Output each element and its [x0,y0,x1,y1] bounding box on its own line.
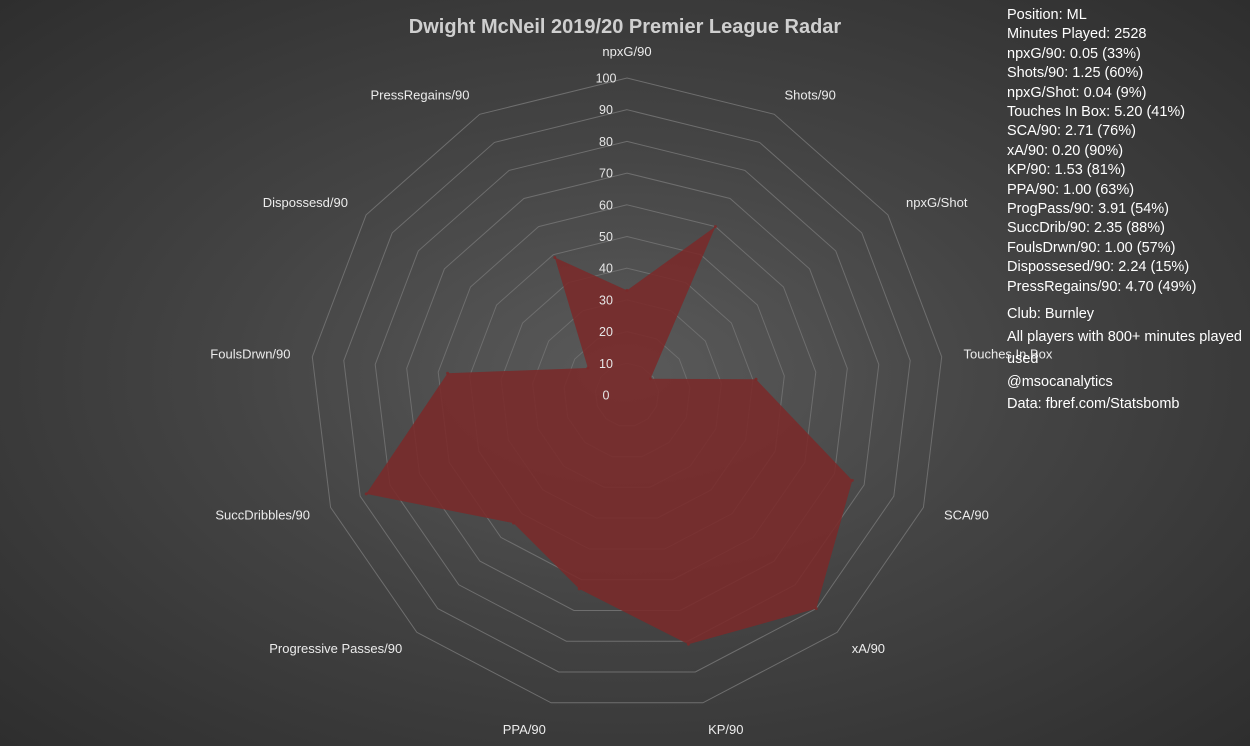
axis-label: Progressive Passes/90 [269,641,402,656]
stat-line: SCA/90: 2.71 (76%) [1007,123,1136,140]
series-point [364,492,368,496]
axis-label: npxG/90 [602,44,651,59]
stat-line: Dispossesed/90: 2.24 (15%) [1007,259,1190,276]
series-area [366,226,853,645]
axis-label: SuccDribbles/90 [215,508,310,523]
series-point [577,587,581,591]
note-line: @msocanalytics [1007,373,1113,390]
tick-label: 100 [596,72,617,86]
series-point [512,521,515,525]
tick-label: 50 [599,230,613,244]
axis-label: SCA/90 [944,508,989,523]
stat-line: SuccDrib/90: 2.35 (88%) [1007,220,1165,237]
series-point [553,256,557,259]
tick-label: 40 [599,262,613,276]
stat-line: xA/90: 0.20 (90%) [1007,142,1124,159]
tick-label: 90 [599,103,613,117]
axis-label: xA/90 [852,641,885,656]
stat-line: Minutes Played: 2528 [1007,26,1147,43]
axis-label: KP/90 [708,722,743,737]
series-point [649,377,652,381]
tick-label: 20 [599,325,613,339]
series-point [686,642,690,646]
note-line: Data: fbref.com/Statsbomb [1007,396,1180,413]
tick-label: 70 [599,167,613,181]
series-point [713,225,717,229]
series-point [446,371,450,375]
axis-label: Dispossesd/90 [263,195,348,210]
grid-ring [374,140,880,642]
axis-label: Touches In Box [964,347,1053,362]
radar-series [364,225,854,646]
radial-ticks: 0 10 20 30 40 50 60 70 80 90 100 [596,72,617,403]
grid-ring [343,109,911,673]
tick-label: 10 [599,357,613,371]
stat-line: PPA/90: 1.00 (63%) [1007,181,1135,198]
tick-label: 0 [603,389,610,403]
axis-label: npxG/Shot [906,195,968,210]
series-point [625,288,629,292]
stat-line: ProgPass/90: 3.91 (54%) [1007,201,1170,218]
series-point [814,607,818,611]
stat-line: PressRegains/90: 4.70 (49%) [1007,278,1197,295]
chart-title: Dwight McNeil 2019/20 Premier League Rad… [408,16,842,38]
stat-line: Position: ML [1007,7,1087,23]
info-panel: Position: ML Minutes Played: 2528 npxG/90:… [1007,6,1247,416]
stat-line: Shots/90: 1.25 (60%) [1007,65,1144,82]
axis-label: PPA/90 [503,722,546,737]
note-line: All players with 800+ minutes played use… [1007,328,1242,368]
stat-line: KP/90: 1.53 (81%) [1007,162,1126,179]
tick-label: 60 [599,198,613,212]
axis-label: Shots/90 [785,87,836,102]
axis-label: FoulsDrwn/90 [210,347,290,362]
axis-label: PressRegains/90 [371,87,470,102]
series-point [754,377,758,381]
series-point [586,366,590,370]
note-line: Club: Burnley [1007,306,1095,323]
series-point [850,478,854,482]
tick-label: 80 [599,135,613,149]
stat-line: npxG/Shot: 0.04 (9%) [1007,84,1147,101]
axis-labels: npxG/90 Shots/90 npxG/Shot Touches In Box SC… [210,44,1053,737]
notes-list: Club: Burnley All players with 800+ minut… [1007,303,1247,416]
stat-line: npxG/90: 0.05 (33%) [1007,45,1141,62]
grid-ring [311,77,943,704]
stat-line: Touches In Box: 5.20 (41%) [1007,104,1186,121]
stat-line: FoulsDrwn/90: 1.00 (57%) [1007,239,1176,256]
tick-label: 30 [599,293,613,307]
stats-list: Position: ML Minutes Played: 2528 npxG/90:… [1007,6,1247,297]
